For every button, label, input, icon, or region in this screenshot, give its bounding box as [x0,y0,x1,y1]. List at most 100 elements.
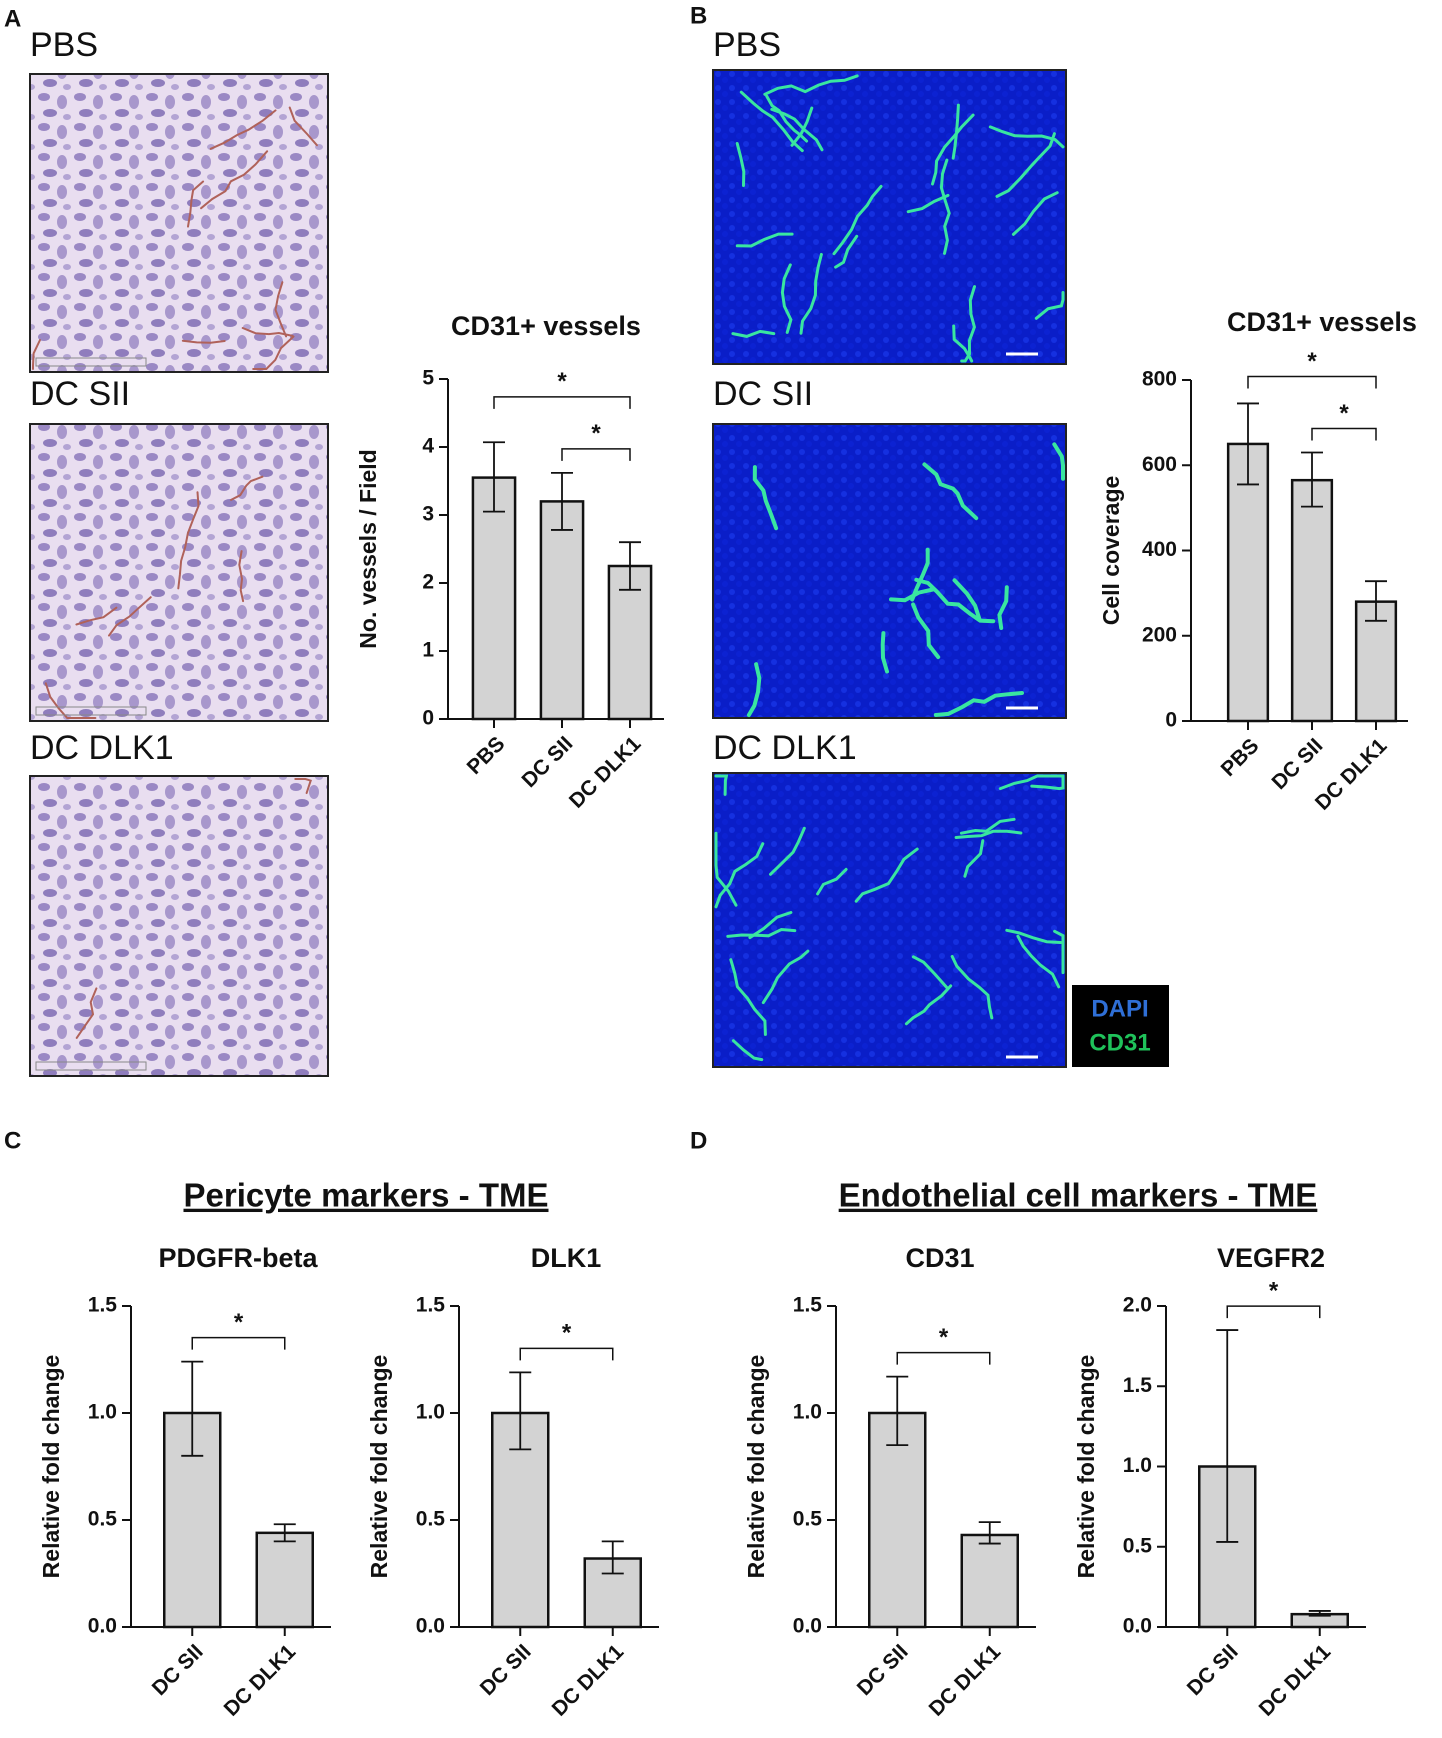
vessel-stain [748,911,793,940]
error-bar [978,1521,1001,1545]
panel-label: B [690,2,707,29]
vessel-stain [729,958,767,1036]
vessel-stain [731,1039,764,1062]
micrograph [29,775,329,1077]
section-heading: Pericyte markers - TME [183,1177,548,1214]
image-caption: PBS [713,26,781,64]
vessel-stain [931,113,975,186]
vessel-stain [780,263,793,334]
vessel-stain [939,158,951,255]
vessel-stain [739,90,804,153]
vessel-stain [714,831,738,907]
significance-label: * [562,1320,572,1347]
error-bar [601,1540,624,1575]
scale-bar [35,1061,147,1071]
vessel-stain [959,817,1016,835]
x-tick-label: DC DLK1 [1255,1640,1336,1721]
significance-label: * [939,1324,949,1351]
chart-title: CD31+ vessels [1227,307,1417,337]
y-tick-label: 0 [1165,709,1177,732]
legend-box [1072,985,1169,1067]
vessel-stain [952,578,982,622]
x-tick-label: DC SII [1267,734,1327,794]
error-bar [886,1375,909,1446]
vessel-stain [922,462,979,521]
x-tick-label: DC SII [148,1640,208,1700]
y-axis-label: Relative fold change [1073,1355,1099,1579]
bar [1226,442,1270,723]
vessel-stain [1053,929,1065,975]
y-tick-label: 200 [1142,623,1177,646]
legend-label: DAPI [1091,995,1148,1022]
error-bar [181,1360,204,1457]
vessel-stain [995,132,1056,198]
chart-title: CD31 [905,1243,974,1273]
vessel-stain [997,585,1009,630]
y-tick-label: 0.5 [1123,1534,1153,1557]
y-tick-label: 0.5 [88,1508,118,1531]
y-tick-label: 1.5 [416,1294,446,1317]
vessel-stain [75,987,98,1039]
chart-title: VEGFR2 [1217,1243,1325,1273]
y-tick-label: 3 [422,503,434,526]
y-tick-label: 0.0 [1123,1615,1152,1638]
error-bar [1365,580,1387,622]
vessel-stain [108,596,152,637]
vessel-stain [799,252,823,335]
image-caption: DC DLK1 [713,729,857,767]
significance-label: * [1269,1277,1279,1304]
significance-label: * [234,1309,244,1336]
significance-bracket [561,448,631,461]
vessel-stain [44,682,97,719]
y-tick-label: 1.5 [1123,1374,1153,1397]
vessel-stain [951,103,960,160]
vessel-stain [230,475,264,501]
significance-bracket [519,1347,614,1361]
vessel-stain [1005,928,1063,944]
error-bar [273,1523,296,1543]
y-tick-label: 0.0 [88,1615,117,1638]
x-tick-label: DC DLK1 [548,1640,629,1721]
y-axis-label: Relative fold change [38,1355,64,1579]
y-tick-label: 0.5 [416,1508,446,1531]
error-bar [483,441,505,513]
significance-bracket [1226,1305,1321,1319]
y-tick-label: 1.5 [793,1294,823,1317]
vessel-stain [252,335,295,370]
vessel-stain [769,826,806,876]
vessel-stain [960,285,976,363]
vessel-stain [911,602,941,660]
x-tick-label: DC SII [517,732,577,792]
vessel-stain [714,842,765,909]
chart-title: PDGFR-beta [158,1243,318,1273]
vessel-stain [933,691,1024,717]
y-axis-label: No. vessels / Field [355,449,381,648]
vessel-stain [294,778,312,795]
vessel-stain [911,955,949,990]
significance-label: * [1339,400,1349,427]
image-caption: DC SII [30,375,130,413]
vessel-stain [735,142,746,187]
vessel-stain [187,180,205,228]
micrograph [29,423,329,722]
vessel-stain [834,234,859,269]
scale-bar [35,357,147,367]
vessel-stain [731,329,776,338]
y-tick-label: 1.0 [1123,1454,1152,1477]
vessel-stain [963,839,985,878]
vessel-stain [241,327,294,337]
y-tick-label: 400 [1142,538,1177,561]
x-tick-label: PBS [463,732,510,779]
error-bar [551,471,573,531]
scale-bar [35,706,147,716]
y-tick-label: 0.0 [793,1615,822,1638]
vessel-stain [763,74,859,96]
y-axis-label: Cell coverage [1098,476,1124,626]
image-caption: DC DLK1 [30,729,174,767]
significance-bracket [1247,375,1377,389]
x-tick-label: DC DLK1 [565,732,646,813]
vessel-stain [988,125,1065,149]
y-tick-label: 2.0 [1123,1294,1152,1317]
error-bar [1237,402,1259,486]
vessel-stain [32,339,41,370]
